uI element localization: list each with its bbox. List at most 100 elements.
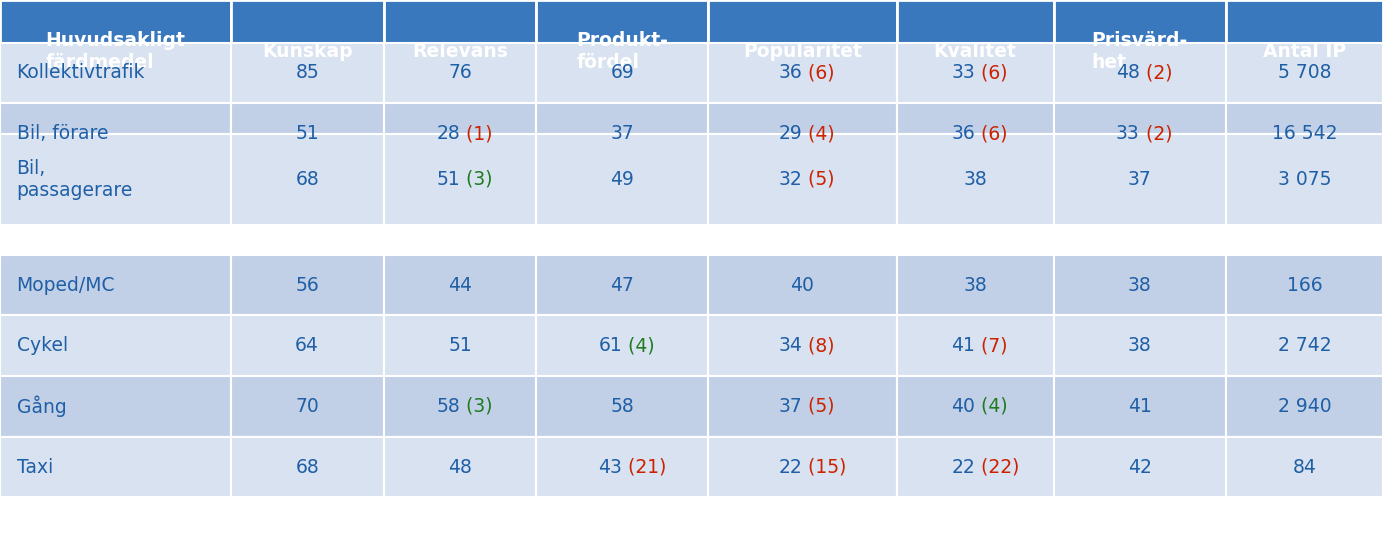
Bar [896,103,1054,164]
Bar [708,133,896,224]
Bar [231,42,383,103]
Bar [896,133,1054,224]
Text: 51: 51 [296,124,319,143]
Bar [383,255,537,315]
Text: (15): (15) [802,458,846,477]
Text: 40: 40 [952,397,975,416]
Bar [0,437,231,497]
Text: Huvudsakligt
färdmedel: Huvudsakligt färdmedel [46,31,185,72]
Bar [1054,376,1225,437]
Bar [708,376,896,437]
Bar [896,437,1054,497]
Bar [231,437,383,497]
Text: 36: 36 [952,124,975,143]
Text: 166: 166 [1286,276,1322,295]
Text: (3): (3) [461,397,492,416]
Bar [0,376,231,437]
Text: (7): (7) [975,336,1008,355]
Bar [708,255,896,315]
Text: 29: 29 [779,124,802,143]
Text: 61: 61 [599,336,622,355]
Text: Moped/MC: Moped/MC [17,276,115,295]
Text: 38: 38 [1129,276,1152,295]
Text: (6): (6) [802,64,835,83]
Text: (4): (4) [622,336,656,355]
Text: 84: 84 [1293,458,1317,477]
Text: 68: 68 [296,458,319,477]
Text: (8): (8) [802,336,835,355]
Bar [537,0,708,103]
Text: 69: 69 [610,64,635,83]
Bar [1225,133,1383,224]
Bar [383,42,537,103]
Bar [1225,42,1383,103]
Text: 38: 38 [964,276,987,295]
Text: 37: 37 [779,397,802,416]
Text: 68: 68 [296,170,319,189]
Text: 37: 37 [610,124,635,143]
Text: 33: 33 [952,64,975,83]
Text: 2 940: 2 940 [1278,397,1332,416]
Bar [1054,255,1225,315]
Text: (5): (5) [802,397,835,416]
Text: 38: 38 [1129,336,1152,355]
Bar [231,0,383,103]
Text: Kvalitet: Kvalitet [934,42,1017,61]
Text: (6): (6) [975,124,1008,143]
Bar [708,42,896,103]
Bar [896,42,1054,103]
Text: 3 075: 3 075 [1278,170,1330,189]
Text: 41: 41 [1127,397,1152,416]
Text: 38: 38 [964,170,987,189]
Bar [1054,42,1225,103]
Bar [1054,133,1225,224]
Text: 34: 34 [779,336,802,355]
Bar [383,376,537,437]
Text: Relevans: Relevans [412,42,508,61]
Text: (4): (4) [975,397,1008,416]
Text: (22): (22) [975,458,1019,477]
Text: 33: 33 [1116,124,1140,143]
Bar [383,315,537,376]
Text: 47: 47 [610,276,635,295]
Bar [1225,0,1383,103]
Bar [537,255,708,315]
Bar [896,376,1054,437]
Text: 36: 36 [779,64,802,83]
Bar [1054,437,1225,497]
Text: Kunskap: Kunskap [261,42,353,61]
Bar [1054,315,1225,376]
Bar [708,437,896,497]
Text: 16 542: 16 542 [1271,124,1337,143]
Bar [231,133,383,224]
Text: (2): (2) [1140,124,1173,143]
Text: 2 742: 2 742 [1278,336,1332,355]
Bar [383,437,537,497]
Text: 40: 40 [791,276,815,295]
Text: Bil, förare: Bil, förare [17,124,108,143]
Bar [1225,103,1383,164]
Text: Bil,
passagerare: Bil, passagerare [17,158,133,200]
Text: 58: 58 [610,397,635,416]
Text: 70: 70 [296,397,319,416]
Bar [0,0,231,103]
Text: Produkt-
fördel: Produkt- fördel [577,31,668,72]
Text: 48: 48 [1116,64,1140,83]
Bar [896,0,1054,103]
Bar [537,315,708,376]
Text: (3): (3) [461,170,492,189]
Bar [0,133,231,224]
Text: 42: 42 [1127,458,1152,477]
Bar [0,103,231,164]
Text: 76: 76 [448,64,472,83]
Text: 56: 56 [296,276,319,295]
Bar [708,103,896,164]
Bar [1054,0,1225,103]
Text: (5): (5) [802,170,835,189]
Bar [1225,376,1383,437]
Text: 5 708: 5 708 [1278,64,1330,83]
Bar [231,376,383,437]
Bar [383,103,537,164]
Text: 48: 48 [448,458,472,477]
Bar [231,315,383,376]
